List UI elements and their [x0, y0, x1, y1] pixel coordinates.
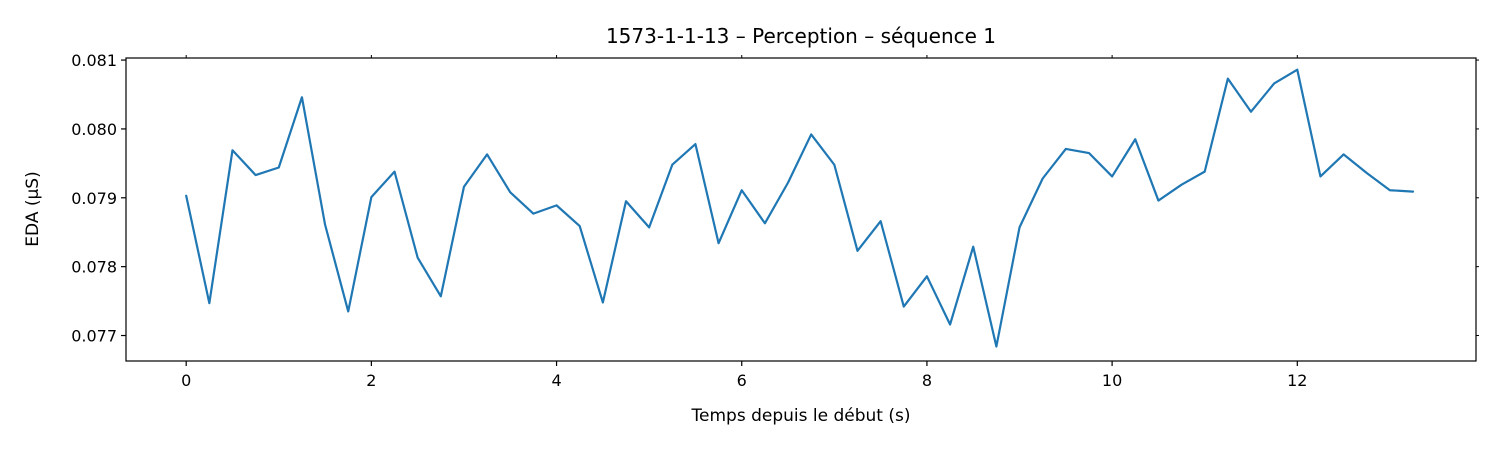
x-tick-label: 6: [737, 371, 747, 390]
y-tick-label: 0.079: [71, 189, 117, 208]
x-tick-label: 8: [922, 371, 932, 390]
x-axis-ticks: 0 2 4 6 8 10 12: [181, 55, 1307, 390]
x-tick-label: 10: [1102, 371, 1122, 390]
series-layer: [185, 68, 1415, 348]
x-tick-label: 4: [551, 371, 561, 390]
plot-frame: [125, 57, 1477, 362]
x-tick-label: 2: [366, 371, 376, 390]
y-tick-label: 0.078: [71, 258, 117, 277]
y-axis-label: EDA (µS): [23, 171, 43, 246]
y-tick-label: 0.077: [71, 327, 117, 346]
x-axis-label: Temps depuis le début (s): [691, 406, 911, 426]
x-tick-label: 12: [1287, 371, 1307, 390]
y-tick-label: 0.080: [71, 120, 117, 139]
x-tick-label: 0: [181, 371, 191, 390]
y-axis-ticks: 0.077 0.078 0.079 0.080 0.081: [71, 51, 1479, 346]
chart-title: 1573-1-1-13 – Perception – séquence 1: [606, 24, 996, 48]
y-tick-label: 0.081: [71, 51, 117, 70]
series-line-0: [185, 68, 1415, 348]
